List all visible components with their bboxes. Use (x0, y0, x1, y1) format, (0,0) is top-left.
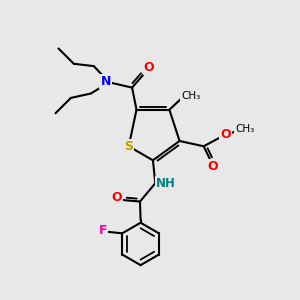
Text: O: O (112, 190, 122, 204)
Text: N: N (100, 75, 111, 88)
Text: CH₃: CH₃ (181, 91, 200, 101)
Text: O: O (207, 160, 218, 173)
Text: S: S (124, 140, 133, 153)
Text: CH₃: CH₃ (235, 124, 254, 134)
Text: O: O (144, 61, 154, 74)
Text: O: O (220, 128, 231, 141)
Text: NH: NH (156, 177, 176, 190)
Text: F: F (98, 224, 107, 237)
